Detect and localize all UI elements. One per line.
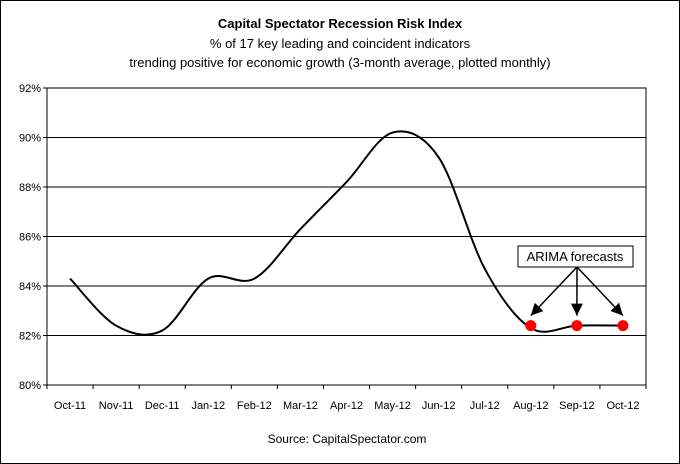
- source-label: Source: CapitalSpectator.com: [268, 432, 427, 446]
- x-tick-label: Jun-12: [422, 400, 456, 412]
- chart-title: Capital Spectator Recession Risk Index: [218, 16, 463, 31]
- forecast-points: [525, 320, 629, 332]
- x-tick-label: Jan-12: [191, 400, 225, 412]
- x-tick-label: Aug-12: [513, 400, 548, 412]
- y-axis-ticks: 80% 82% 84% 86% 88% 90% 92%: [19, 83, 47, 392]
- x-tick-label: Sep-12: [559, 400, 594, 412]
- x-tick-label: Apr-12: [330, 400, 363, 412]
- forecast-point: [525, 320, 537, 332]
- annotation-label: ARIMA forecasts: [527, 249, 624, 264]
- x-tick-label: Nov-11: [99, 400, 134, 412]
- annotation-box: [517, 245, 634, 268]
- y-tick-label: 88%: [19, 182, 41, 194]
- y-tick-label: 82%: [19, 331, 41, 343]
- chart-subtitle-line-2: trending positive for economic growth (3…: [129, 55, 550, 70]
- annotation-arrows: [530, 266, 624, 317]
- x-tick-label: Dec-11: [145, 400, 180, 412]
- x-axis-ticks: Oct-11 Nov-11 Dec-11 Jan-12 Feb-12 Mar-12 Apr-…: [46, 385, 647, 412]
- y-tick-label: 84%: [19, 281, 41, 293]
- forecast-point: [617, 320, 629, 332]
- y-tick-label: 80%: [19, 380, 41, 392]
- x-tick-label: Mar-12: [283, 400, 318, 412]
- y-tick-label: 92%: [19, 83, 41, 95]
- x-tick-label: Oct-12: [606, 400, 639, 412]
- y-tick-label: 90%: [19, 133, 41, 145]
- x-tick-label: May-12: [374, 400, 411, 412]
- x-tick-label: Feb-12: [237, 400, 272, 412]
- x-tick-label: Jul-12: [470, 400, 500, 412]
- annotation-arrow: [576, 266, 624, 317]
- forecast-point: [571, 320, 583, 332]
- annotation-arrow: [530, 266, 578, 317]
- x-tick-label: Oct-11: [54, 400, 86, 412]
- chart-subtitle-line-1: % of 17 key leading and coincident indic…: [210, 36, 471, 51]
- y-tick-label: 86%: [19, 232, 41, 244]
